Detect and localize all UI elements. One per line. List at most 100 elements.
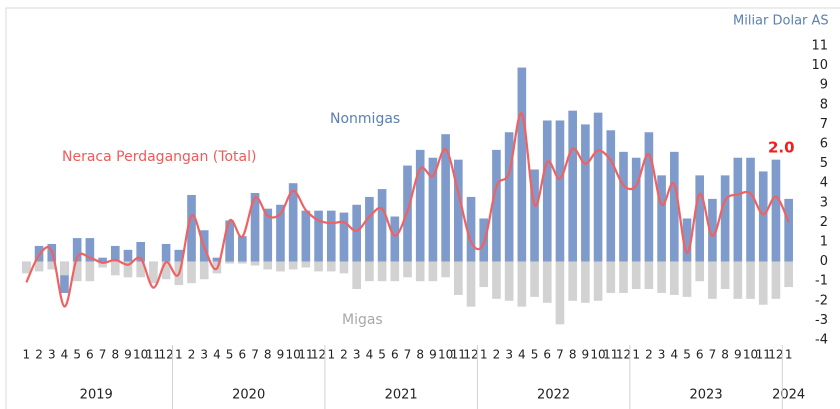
- x-tick-label: 1: [785, 348, 793, 362]
- bar: [784, 198, 793, 262]
- bar: [110, 261, 120, 276]
- y-tick-label: -3: [815, 313, 828, 328]
- x-tick-label: 11: [146, 348, 161, 362]
- x-tick-label: 5: [378, 348, 386, 362]
- y-tick-label: 10: [811, 58, 828, 73]
- x-tick-label: 1: [175, 348, 183, 362]
- bar: [682, 261, 692, 297]
- bar: [187, 261, 196, 284]
- bar: [238, 236, 247, 262]
- nonmigas-annotation: Nonmigas: [330, 111, 400, 127]
- y-tick-label: 8: [820, 97, 828, 112]
- year-label: 2021: [385, 388, 418, 403]
- x-tick-label: 2: [493, 348, 501, 362]
- x-tick-label: 5: [73, 348, 81, 362]
- bar: [466, 261, 476, 307]
- bar: [339, 212, 349, 262]
- bar: [326, 210, 336, 262]
- x-tick-label: 4: [61, 348, 69, 362]
- bar: [619, 261, 628, 293]
- bar: [47, 261, 57, 270]
- bar: [568, 110, 577, 262]
- bar: [593, 112, 603, 262]
- bar: [631, 261, 641, 290]
- bar: [784, 261, 793, 288]
- bar: [695, 175, 705, 262]
- bar: [161, 243, 171, 262]
- year-label: 2020: [232, 388, 265, 403]
- bar: [365, 261, 374, 282]
- bar: [60, 261, 69, 293]
- bar: [110, 245, 120, 262]
- total-line: [25, 112, 790, 308]
- bar: [593, 261, 603, 301]
- x-tick-label: 2: [35, 348, 43, 362]
- x-tick-label: 1: [480, 348, 488, 362]
- x-tick-label: 8: [569, 348, 577, 362]
- y-tick-label: 3: [820, 195, 828, 210]
- y-tick-label: -1: [815, 274, 828, 289]
- y-tick-label: 11: [811, 39, 828, 54]
- bar: [352, 204, 361, 262]
- x-tick-label: 3: [658, 348, 666, 362]
- bar: [415, 261, 425, 282]
- bar: [657, 261, 666, 293]
- x-tick-label: 1: [632, 348, 640, 362]
- bar: [606, 261, 616, 293]
- x-tick-label: 12: [463, 348, 478, 362]
- bar: [758, 171, 768, 262]
- bar: [263, 261, 273, 270]
- x-tick-label: 6: [86, 348, 94, 362]
- x-tick-label: 6: [391, 348, 399, 362]
- year-label: 2023: [690, 388, 723, 403]
- bar: [72, 261, 82, 282]
- x-tick-label: 6: [696, 348, 704, 362]
- x-tick-label: 6: [239, 348, 247, 362]
- x-tick-label: 12: [158, 348, 173, 362]
- bar: [212, 257, 222, 262]
- bar: [60, 261, 69, 276]
- bar: [454, 261, 463, 295]
- bar: [720, 261, 730, 290]
- total-annotation: Neraca Perdagangan (Total): [62, 149, 256, 165]
- bar: [314, 261, 323, 272]
- y-tick-label: 5: [820, 156, 828, 171]
- x-tick-label: 7: [99, 348, 107, 362]
- x-tick-label: 8: [416, 348, 424, 362]
- bar: [276, 204, 285, 262]
- x-tick-label: 9: [124, 348, 132, 362]
- bar: [695, 261, 705, 282]
- x-tick-label: 9: [429, 348, 437, 362]
- bar: [517, 67, 527, 262]
- bar: [85, 238, 95, 262]
- bar: [250, 261, 260, 266]
- x-tick-label: 2: [188, 348, 196, 362]
- x-tick-label: 8: [111, 348, 119, 362]
- migas-annotation: Migas: [342, 312, 383, 328]
- x-tick-label: 12: [768, 348, 783, 362]
- x-tick-label: 9: [734, 348, 742, 362]
- y-tick-label: 0: [820, 254, 828, 269]
- y-tick-label: 7: [820, 117, 828, 132]
- x-tick-label: 2: [340, 348, 348, 362]
- x-tick-label: 12: [311, 348, 326, 362]
- bar: [581, 261, 590, 303]
- x-tick-label: 7: [709, 348, 717, 362]
- bar: [758, 261, 768, 305]
- bar: [136, 261, 146, 278]
- bar: [123, 261, 133, 278]
- bar: [466, 196, 476, 262]
- x-tick-label: 1: [327, 348, 335, 362]
- bar: [390, 261, 400, 282]
- x-tick-label: 10: [743, 348, 758, 362]
- bar: [746, 261, 755, 299]
- x-tick-label: 9: [582, 348, 590, 362]
- y-tick-label: 1: [820, 235, 828, 250]
- bar: [288, 183, 298, 262]
- x-tick-label: 4: [366, 348, 374, 362]
- x-tick-label: 10: [590, 348, 605, 362]
- bar: [199, 261, 209, 280]
- x-tick-label: 3: [48, 348, 56, 362]
- bar: [276, 261, 285, 272]
